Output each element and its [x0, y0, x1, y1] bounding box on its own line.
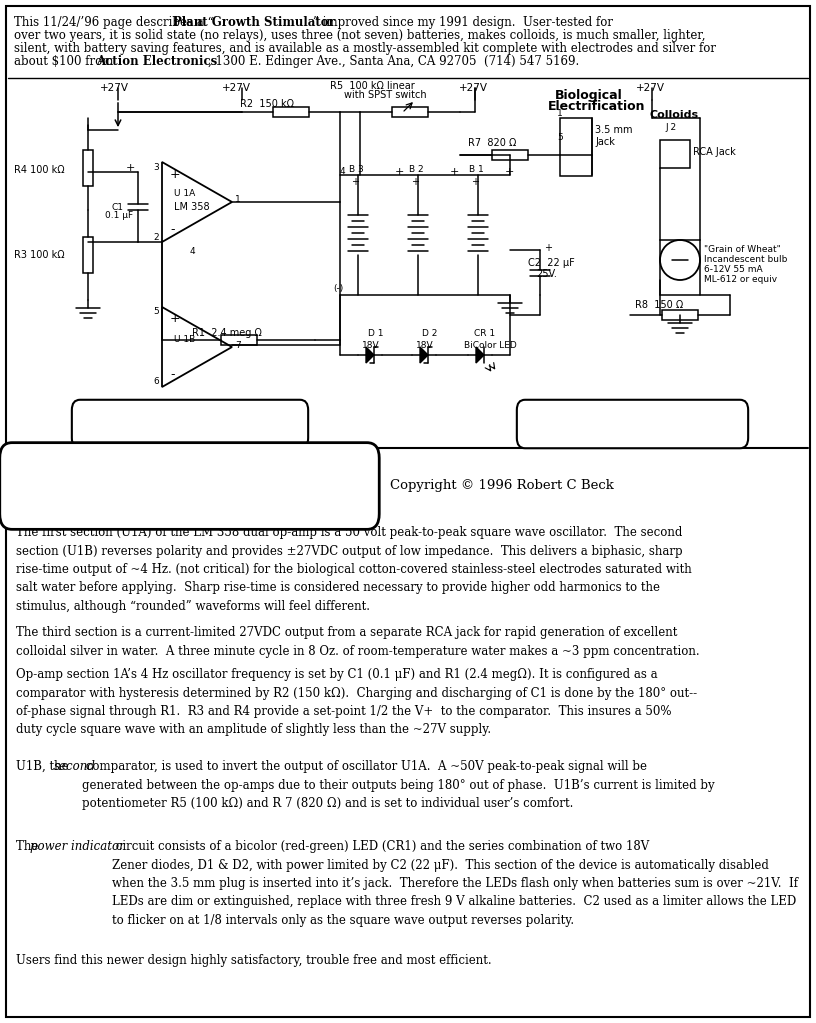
Text: +27V: +27V: [100, 83, 129, 93]
Text: about $100 from: about $100 from: [14, 55, 118, 68]
Text: Plant Growth Stimulator: Plant Growth Stimulator: [173, 16, 335, 29]
Text: RCA Jack: RCA Jack: [693, 147, 736, 157]
Text: +: +: [395, 167, 405, 177]
Text: Electrification: Electrification: [548, 100, 645, 114]
Text: +27V: +27V: [636, 83, 665, 93]
Text: 18V: 18V: [416, 342, 433, 351]
Text: 5: 5: [557, 133, 563, 142]
Text: D 1: D 1: [368, 328, 384, 338]
Text: 6: 6: [153, 377, 159, 387]
Bar: [492, 150, 528, 160]
Text: (-): (-): [333, 284, 344, 294]
Text: R2  150 kΩ: R2 150 kΩ: [240, 99, 294, 109]
Text: +27V: +27V: [459, 83, 488, 93]
Text: -: -: [170, 368, 175, 382]
Text: This 11/24/’96 page describes a “: This 11/24/’96 page describes a “: [14, 16, 214, 29]
Text: power indicator: power indicator: [30, 840, 125, 853]
Text: Action Electronics: Action Electronics: [96, 55, 217, 68]
Text: 7: 7: [235, 341, 241, 350]
Text: over two years, it is solid state (no relays), uses three (not seven) batteries,: over two years, it is solid state (no re…: [14, 29, 706, 42]
Text: silent, with battery saving features, and is available as a mostly-assembled kit: silent, with battery saving features, an…: [14, 42, 716, 55]
Text: 3: 3: [153, 163, 159, 172]
Text: -: -: [170, 223, 175, 236]
Text: R5  100 kΩ linear: R5 100 kΩ linear: [330, 81, 415, 91]
Text: Copyright © 1996 Robert C Beck: Copyright © 1996 Robert C Beck: [390, 480, 614, 492]
Text: +: +: [471, 177, 479, 187]
Text: 6-12V 55 mA: 6-12V 55 mA: [704, 266, 763, 274]
Text: +: +: [351, 177, 359, 187]
Text: +: +: [411, 177, 419, 187]
Text: +: +: [450, 167, 459, 177]
Text: Incandescent bulb: Incandescent bulb: [704, 256, 787, 265]
Text: Op-amp section 1A’s 4 Hz oscillator frequency is set by C1 (0.1 μF) and R1 (2.4 : Op-amp section 1A’s 4 Hz oscillator freq…: [16, 668, 697, 737]
Bar: [560, 118, 592, 176]
Bar: [662, 310, 698, 320]
Polygon shape: [366, 347, 374, 363]
Polygon shape: [420, 347, 428, 363]
Text: The third section is a current-limited 27VDC output from a separate RCA jack for: The third section is a current-limited 2…: [16, 626, 699, 658]
Text: C1: C1: [112, 203, 124, 212]
Text: 5: 5: [153, 308, 159, 316]
Text: LM 358: LM 358: [174, 202, 210, 212]
Bar: [83, 149, 93, 185]
Text: 1: 1: [235, 195, 241, 205]
Text: R4 100 kΩ: R4 100 kΩ: [14, 165, 64, 175]
Text: , 1300 E. Edinger Ave., Santa Ana, CA 92705  (714) 547 5169.: , 1300 E. Edinger Ave., Santa Ana, CA 92…: [208, 55, 579, 68]
Text: J 2: J 2: [665, 124, 676, 133]
Text: R1  2.4 meg Ω: R1 2.4 meg Ω: [192, 328, 262, 338]
Text: BiColor LED: BiColor LED: [464, 342, 517, 351]
Text: 4: 4: [340, 168, 346, 177]
Polygon shape: [476, 347, 484, 363]
Bar: [273, 107, 309, 117]
Text: The first section (U1A) of the LM 358 dual op-amp is a 50 volt peak-to-peak squa: The first section (U1A) of the LM 358 du…: [16, 526, 692, 613]
Text: Jack: Jack: [595, 137, 615, 147]
Text: +: +: [126, 163, 135, 173]
Text: CIRCUIT DESCRIPTION: CIRCUIT DESCRIPTION: [70, 476, 310, 496]
Text: CR 1: CR 1: [474, 328, 495, 338]
Bar: [392, 107, 428, 117]
Text: U 1B: U 1B: [174, 335, 195, 344]
Text: R8  150 Ω: R8 150 Ω: [635, 300, 683, 310]
Text: OUTPUT: 4 He Square Wave: OUTPUT: 4 He Square Wave: [115, 419, 265, 429]
Text: +27V: +27V: [222, 83, 251, 93]
Text: second: second: [54, 760, 95, 773]
Text: OUTPUT: Colloidal Silver: OUTPUT: Colloidal Silver: [558, 419, 708, 429]
Text: Biological: Biological: [555, 89, 623, 101]
Text: "Grain of Wheat": "Grain of Wheat": [704, 246, 781, 255]
Text: 3.5 mm: 3.5 mm: [595, 125, 632, 135]
Text: R3 100 kΩ: R3 100 kΩ: [14, 250, 64, 260]
Text: 25V.: 25V.: [536, 269, 557, 279]
Text: The: The: [16, 840, 42, 853]
Bar: [220, 335, 256, 345]
Text: +: +: [505, 167, 514, 177]
Text: ML-612 or equiv: ML-612 or equiv: [704, 275, 777, 284]
Bar: [83, 237, 93, 273]
Text: 2: 2: [153, 232, 158, 241]
Text: B 2: B 2: [409, 166, 424, 175]
Text: +: +: [170, 312, 180, 325]
Text: with SPST switch: with SPST switch: [344, 90, 427, 100]
Text: 4: 4: [190, 248, 196, 257]
Text: B 1: B 1: [469, 166, 484, 175]
Text: comparator, is used to invert the output of oscillator U1A.  A ~50V peak-to-peak: comparator, is used to invert the output…: [82, 760, 715, 810]
Text: Users find this newer design highly satisfactory, trouble free and most efficien: Users find this newer design highly sati…: [16, 954, 491, 967]
Text: +: +: [170, 168, 180, 180]
Text: +: +: [544, 243, 552, 253]
Text: 18V: 18V: [362, 342, 379, 351]
Text: D 2: D 2: [422, 328, 437, 338]
Text: C2  22 μF: C2 22 μF: [528, 258, 574, 268]
Text: circuit consists of a bicolor (red-green) LED (CR1) and the series combination o: circuit consists of a bicolor (red-green…: [112, 840, 798, 927]
Bar: [660, 140, 690, 168]
Text: 0.1 μF: 0.1 μF: [105, 212, 133, 221]
Text: ” improved since my 1991 design.  User-tested for: ” improved since my 1991 design. User-te…: [313, 16, 613, 29]
Text: 1: 1: [557, 108, 563, 118]
Text: Colloids: Colloids: [650, 110, 699, 120]
Text: U1B, the: U1B, the: [16, 760, 73, 773]
Text: U 1A: U 1A: [174, 189, 195, 198]
Text: R7  820 Ω: R7 820 Ω: [468, 138, 517, 148]
Text: B 3: B 3: [349, 166, 364, 175]
